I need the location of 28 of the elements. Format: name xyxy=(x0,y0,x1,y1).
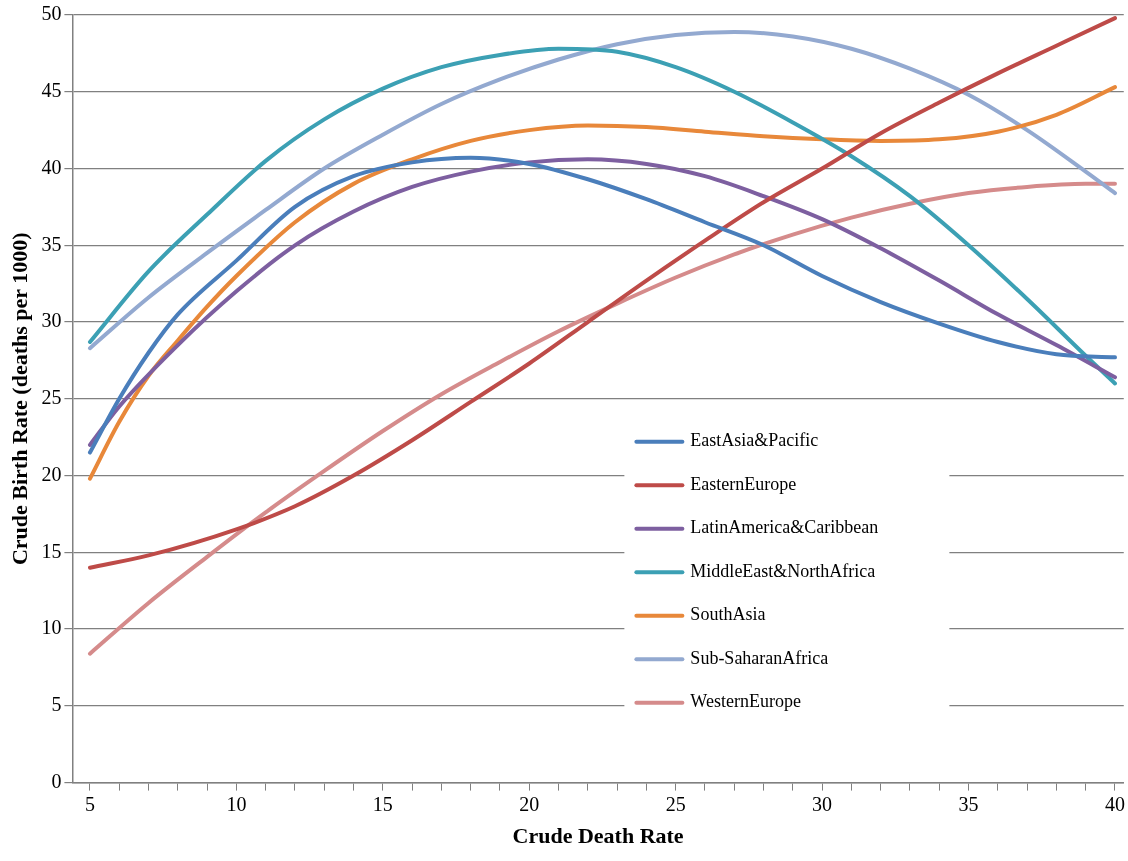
legend-label: MiddleEast&NorthAfrica xyxy=(690,560,876,581)
legend-label: SouthAsia xyxy=(690,604,766,625)
y-tick-label: 0 xyxy=(51,769,62,792)
y-axis-title: Crude Birth Rate (deaths per 1000) xyxy=(6,232,32,566)
y-tick-label: 25 xyxy=(41,386,62,409)
legend-label: EasternEurope xyxy=(690,473,797,494)
x-tick-label: 35 xyxy=(958,792,979,815)
legend-label: EastAsia&Pacific xyxy=(690,430,819,451)
x-tick-label: 15 xyxy=(372,792,393,815)
legend-label: Sub-SaharanAfrica xyxy=(690,647,829,668)
y-tick-label: 5 xyxy=(51,693,62,716)
y-tick-label: 40 xyxy=(41,155,62,178)
x-tick-label: 40 xyxy=(1104,792,1125,815)
x-tick-label: 30 xyxy=(812,792,833,815)
y-tick-label: 20 xyxy=(41,462,62,485)
x-tick-label: 20 xyxy=(519,792,540,815)
y-tick-label: 50 xyxy=(41,2,62,25)
x-tick-label: 25 xyxy=(665,792,686,815)
legend-label: LatinAmerica&Caribbean xyxy=(690,517,879,538)
y-tick-label: 35 xyxy=(41,232,62,255)
y-tick-label: 45 xyxy=(41,79,62,102)
x-tick-label: 10 xyxy=(226,792,247,815)
legend-label: WesternEurope xyxy=(690,691,801,712)
x-axis-title: Crude Death Rate xyxy=(512,823,684,849)
x-tick-label: 5 xyxy=(84,792,95,815)
y-tick-label: 10 xyxy=(41,616,62,639)
y-tick-label: 15 xyxy=(41,539,62,562)
y-tick-label: 30 xyxy=(41,309,62,332)
